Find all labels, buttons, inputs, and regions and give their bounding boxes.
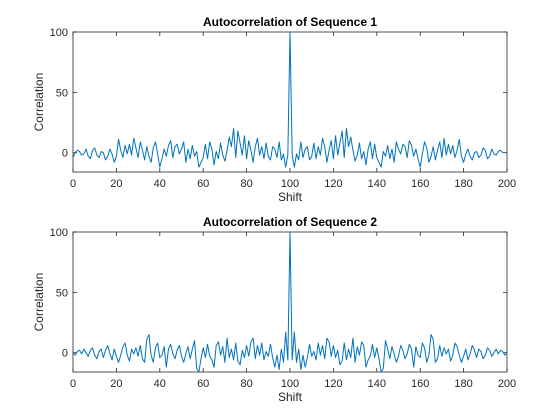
x-tick-label: 140 (368, 178, 386, 190)
x-tick-label: 200 (498, 178, 516, 190)
series-line (73, 32, 504, 168)
x-tick-label: 160 (411, 178, 429, 190)
x-tick-label: 0 (70, 378, 76, 390)
y-tick-label: 100 (50, 227, 68, 239)
x-axis-label: Shift (278, 390, 303, 404)
x-tick-label: 160 (411, 378, 429, 390)
y-tick-label: 50 (56, 87, 68, 99)
y-tick-label: 100 (50, 27, 68, 39)
chart-title: Autocorrelation of Sequence 1 (203, 15, 377, 29)
chart-title: Autocorrelation of Sequence 2 (203, 215, 377, 229)
series-line (73, 232, 507, 372)
x-tick-label: 40 (154, 178, 166, 190)
subplot-sequence-1: Autocorrelation of Sequence 1 0 20 40 60 80 10… (32, 15, 516, 204)
x-tick-label: 180 (454, 178, 472, 190)
x-tick-label: 120 (324, 378, 342, 390)
x-tick-label: 100 (281, 378, 299, 390)
subplot-sequence-2: Autocorrelation of Sequence 2 0 20 40 60 80 10… (32, 215, 516, 404)
x-tick-label: 200 (498, 378, 516, 390)
x-tick-label: 80 (240, 378, 252, 390)
y-axis-label: Correlation (32, 273, 46, 332)
x-tick-label: 40 (154, 378, 166, 390)
x-tick-label: 20 (110, 178, 122, 190)
x-tick-label: 140 (368, 378, 386, 390)
y-tick-label: 50 (56, 287, 68, 299)
x-tick-label: 180 (454, 378, 472, 390)
x-tick-label: 100 (281, 178, 299, 190)
x-tick-label: 0 (70, 178, 76, 190)
x-tick-label: 60 (197, 178, 209, 190)
x-tick-label: 60 (197, 378, 209, 390)
x-axis-label: Shift (278, 190, 303, 204)
y-axis-label: Correlation (32, 73, 46, 132)
x-tick-label: 80 (240, 178, 252, 190)
x-tick-label: 20 (110, 378, 122, 390)
y-tick-label: 0 (62, 348, 68, 360)
x-tick-label: 120 (324, 178, 342, 190)
y-tick-label: 0 (62, 148, 68, 160)
